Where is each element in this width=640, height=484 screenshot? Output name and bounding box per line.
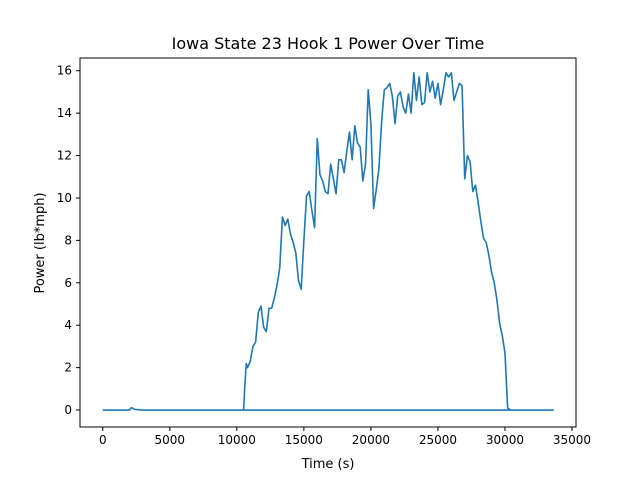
x-tick-label: 10000 xyxy=(218,433,256,447)
y-tick-label: 6 xyxy=(64,276,72,290)
y-tick-label: 10 xyxy=(57,191,72,205)
y-tick-label: 14 xyxy=(57,106,72,120)
x-tick-label: 25000 xyxy=(419,433,457,447)
y-axis-label: Power (lb*mph) xyxy=(33,192,48,293)
y-tick-label: 8 xyxy=(64,233,72,247)
plot-area-frame xyxy=(79,57,577,428)
x-tick-label: 0 xyxy=(99,433,107,447)
series-layer xyxy=(102,72,555,411)
y-tick-label: 0 xyxy=(64,403,72,417)
x-tick-label: 35000 xyxy=(553,433,591,447)
power-series-line xyxy=(102,72,555,411)
ticks-layer: 0 5000 10000 15000 20000 25000 30000 35000 0 2 4 6 8… xyxy=(57,64,591,447)
y-tick-label: 16 xyxy=(57,64,72,78)
x-tick-label: 30000 xyxy=(486,433,524,447)
x-axis-label: Time (s) xyxy=(301,457,355,472)
y-tick-label: 2 xyxy=(64,361,72,375)
x-tick-label: 20000 xyxy=(352,433,390,447)
chart-title: Iowa State 23 Hook 1 Power Over Time xyxy=(172,34,485,53)
y-tick-label: 12 xyxy=(57,149,72,163)
y-tick-label: 4 xyxy=(64,318,72,332)
x-tick-label: 15000 xyxy=(285,433,323,447)
x-tick-label: 5000 xyxy=(155,433,186,447)
